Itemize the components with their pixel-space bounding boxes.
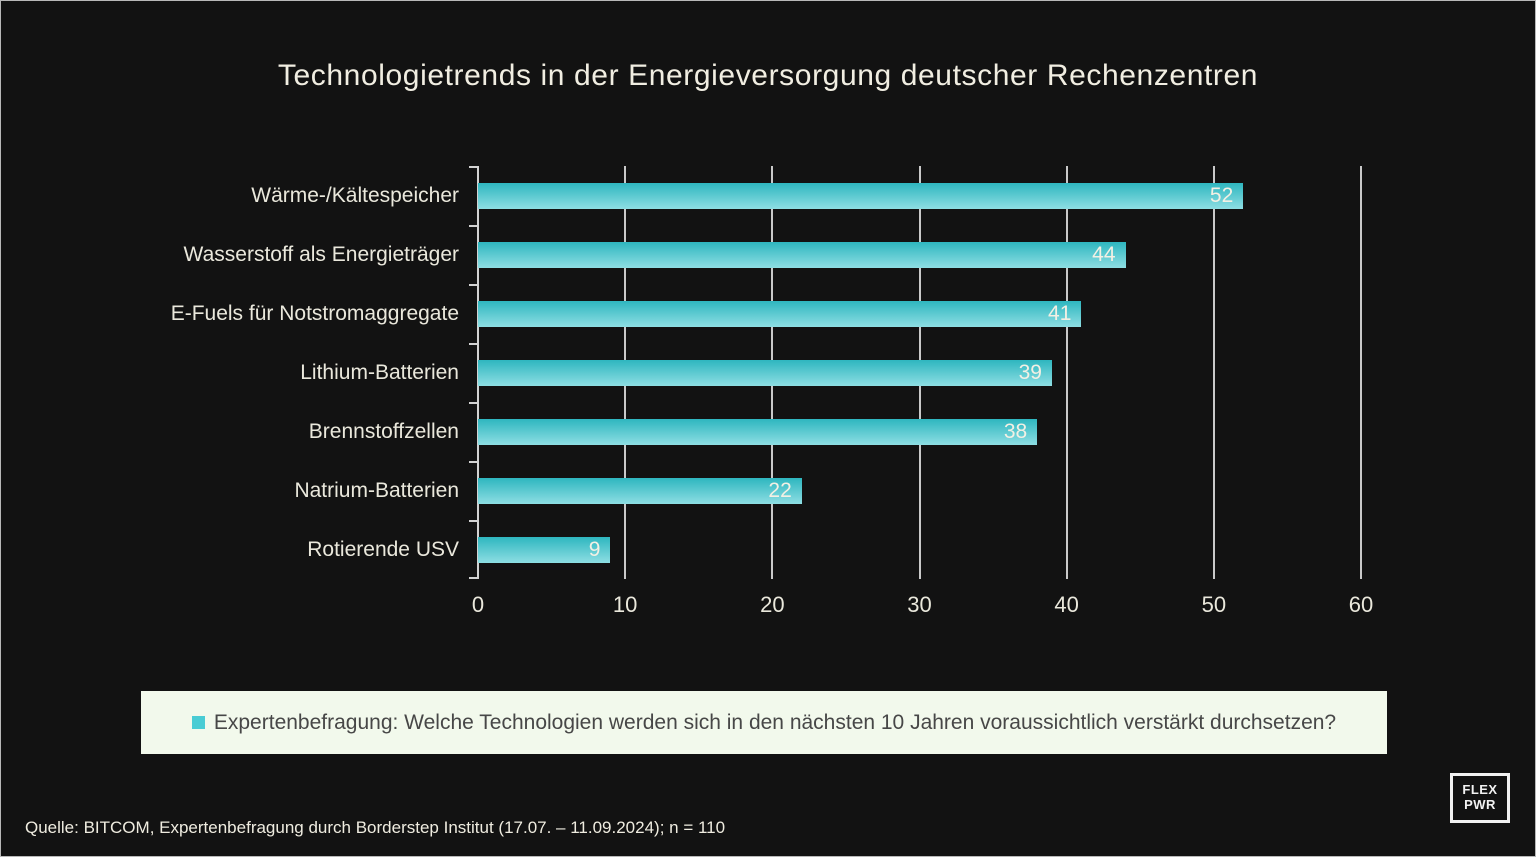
y-axis-tick (469, 166, 478, 168)
bar-value-label: 44 (1092, 242, 1116, 266)
category-label: Lithium-Batterien (300, 360, 459, 384)
bar-value-label: 41 (1048, 301, 1072, 325)
category-label: Wasserstoff als Energieträger (183, 242, 459, 266)
x-axis-tick-labels: 0 10 20 30 40 50 60 (472, 592, 1373, 620)
legend-swatch-icon (191, 716, 205, 729)
bar-Natrium-Batterien: 22 (478, 477, 802, 504)
gridline-x-40 (1065, 166, 1068, 579)
bar-E-Fuels für Notstromaggregate: 41 (478, 300, 1082, 327)
x-tick-label-0: 0 (471, 592, 485, 617)
category-label: E-Fuels für Notstromaggregate (170, 301, 459, 325)
x-tick-label-50: 50 (1201, 592, 1227, 617)
bar-value-label: 9 (588, 537, 601, 561)
category-label: Natrium-Batterien (294, 478, 459, 502)
gridline-x-60 (1360, 166, 1362, 579)
bar-Wasserstoff als Energieträger: 44 (478, 241, 1126, 268)
y-axis-tick (469, 225, 478, 227)
y-axis-tick (469, 577, 478, 579)
y-axis-tick (469, 343, 478, 345)
flexpwr-logo: FLEX PWR (1450, 773, 1510, 823)
bar-Rotierende USV: 9 (478, 536, 611, 563)
x-tick-label-20: 20 (760, 592, 785, 617)
gridline-x-50 (1212, 166, 1215, 579)
chart-title: Technologietrends in der Energieversorgu… (277, 59, 1259, 92)
x-tick-label-40: 40 (1054, 592, 1079, 617)
bar-value-label: 22 (768, 478, 792, 502)
y-axis-tick (469, 520, 478, 522)
bar-Wärme-/Kältespeicher: 52 (478, 182, 1244, 209)
bar-Lithium-Batterien: 39 (478, 359, 1052, 386)
x-tick-label-10: 10 (612, 592, 638, 617)
legend: Expertenbefragung: Welche Technologien w… (141, 691, 1387, 754)
y-axis-tick (469, 402, 478, 404)
legend-label: Expertenbefragung: Welche Technologien w… (213, 710, 1337, 734)
plot-area: 52 44 41 39 38 22 9 (469, 166, 1362, 579)
logo-line-1: FLEX (1462, 782, 1498, 798)
bar-value-label: 39 (1018, 360, 1042, 384)
logo-line-2: PWR (1464, 797, 1496, 812)
bar-Brennstoffzellen: 38 (478, 418, 1038, 445)
source-citation: Quelle: BITCOM, Expertenbefragung durch … (25, 818, 726, 837)
x-tick-label-30: 30 (907, 592, 932, 617)
bar-value-label: 52 (1209, 183, 1234, 207)
category-label: Wärme-/Kältespeicher (251, 183, 459, 207)
bar-value-label: 38 (1003, 419, 1028, 443)
y-axis-tick (469, 461, 478, 463)
category-axis-labels: Wärme-/Kältespeicher Wasserstoff als Ener… (1, 166, 459, 579)
category-label: Brennstoffzellen (308, 419, 459, 443)
x-tick-label-60: 60 (1348, 592, 1374, 617)
category-label: Rotierende USV (307, 537, 459, 561)
y-axis-tick (469, 284, 478, 286)
